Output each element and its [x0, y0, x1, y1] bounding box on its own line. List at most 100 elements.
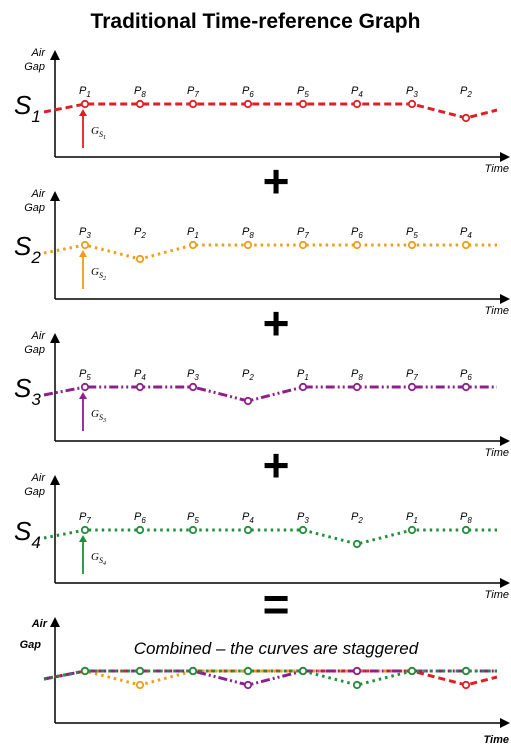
x-axis-label: Time [484, 734, 509, 745]
point-label: P4 [134, 368, 146, 382]
y-axis-label: Air [31, 472, 47, 484]
point-label: P3 [297, 511, 309, 525]
point-marker [298, 382, 308, 392]
air-gap-label: GS1 [91, 125, 106, 141]
point-label: P2 [134, 226, 146, 240]
point-marker [243, 99, 253, 109]
sensor-s2-curve [43, 243, 497, 261]
point-label: P1 [187, 226, 199, 240]
sensor-label: S1 [14, 90, 41, 126]
point-marker [352, 666, 362, 676]
point-label: P3 [187, 368, 199, 382]
point-marker [298, 99, 308, 109]
combined-s3-curve [43, 669, 497, 687]
point-label: P6 [460, 368, 472, 382]
point-marker [352, 240, 362, 250]
point-marker [461, 382, 471, 392]
point-marker [188, 666, 198, 676]
sensor-label: S2 [14, 231, 41, 267]
point-label: P1 [79, 85, 91, 99]
point-label: P8 [134, 85, 146, 99]
point-label: P4 [460, 226, 472, 240]
y-axis-arrow [50, 617, 60, 627]
point-label: P6 [351, 226, 363, 240]
point-label: P7 [297, 226, 309, 240]
point-label: P5 [187, 511, 199, 525]
point-marker [407, 382, 417, 392]
plus-operator: + [263, 297, 290, 349]
point-marker [298, 525, 308, 535]
point-marker [80, 240, 90, 250]
point-label: P6 [134, 511, 146, 525]
point-marker [135, 666, 145, 676]
y-axis-label: Gap [20, 639, 42, 651]
point-marker [80, 382, 90, 392]
air-gap-arrowhead [79, 392, 87, 399]
point-label: P8 [460, 511, 472, 525]
point-marker [135, 680, 145, 690]
point-marker [243, 680, 253, 690]
combined-s1-curve [43, 669, 498, 687]
point-label: P1 [297, 368, 309, 382]
point-label: P3 [406, 85, 418, 99]
point-marker [352, 539, 362, 549]
point-marker [243, 240, 253, 250]
point-label: P3 [79, 226, 91, 240]
air-gap-label: GS2 [91, 266, 106, 282]
point-marker [461, 680, 471, 690]
air-gap-label: GS4 [91, 551, 106, 567]
combined-s2-curve [43, 669, 497, 687]
point-marker [352, 99, 362, 109]
point-label: P7 [406, 368, 418, 382]
point-marker [352, 680, 362, 690]
point-marker [243, 525, 253, 535]
x-axis-label: Time [485, 447, 509, 459]
point-marker [407, 99, 417, 109]
point-label: P5 [406, 226, 418, 240]
point-marker [461, 113, 471, 123]
point-marker [135, 525, 145, 535]
point-marker [80, 666, 90, 676]
plus-operator: + [263, 155, 290, 207]
plus-operator: + [263, 439, 290, 491]
point-label: P5 [79, 368, 91, 382]
point-marker [407, 666, 417, 676]
point-marker [298, 240, 308, 250]
sensor-s3-panel: P5 P4 P3 P2 P1 P8 P7 P6 S3 GS3 [14, 368, 497, 431]
point-label: P6 [242, 85, 254, 99]
x-axis-label: Time [485, 305, 509, 317]
point-marker [135, 254, 145, 264]
point-label: P5 [297, 85, 309, 99]
sensor-s4-curve [43, 528, 497, 546]
equals-operator: = [263, 578, 290, 630]
point-marker [135, 382, 145, 392]
x-axis-arrow [500, 578, 510, 588]
point-marker [461, 525, 471, 535]
point-label: P8 [242, 226, 254, 240]
y-axis-label: Gap [24, 61, 45, 73]
sensor-s3-curve [43, 385, 497, 403]
point-label: P7 [79, 511, 91, 525]
point-label: P4 [242, 511, 254, 525]
point-marker [188, 525, 198, 535]
sensor-s2-panel: P3 P2 P1 P8 P7 P6 P5 P4 S2 GS2 [14, 226, 497, 289]
sensor-s4-panel: P7 P6 P5 P4 P3 P2 P1 P8 S4 GS4 [14, 511, 497, 574]
point-label: P8 [351, 368, 363, 382]
y-axis-arrow [50, 475, 60, 485]
point-marker [352, 382, 362, 392]
point-label: P4 [351, 85, 363, 99]
point-marker [135, 99, 145, 109]
y-axis-label: Air [31, 188, 47, 200]
point-label: P2 [351, 511, 363, 525]
point-marker [80, 99, 90, 109]
x-axis-arrow [500, 436, 510, 446]
sensor-label: S3 [14, 373, 41, 409]
diagram-title: Traditional Time-reference Graph [90, 10, 421, 33]
point-label: P1 [406, 511, 418, 525]
y-axis-label: Gap [24, 202, 45, 214]
combined-caption: Combined – the curves are staggered [134, 639, 419, 658]
sensor-label: S4 [14, 516, 41, 552]
point-marker [298, 666, 308, 676]
point-marker [80, 525, 90, 535]
